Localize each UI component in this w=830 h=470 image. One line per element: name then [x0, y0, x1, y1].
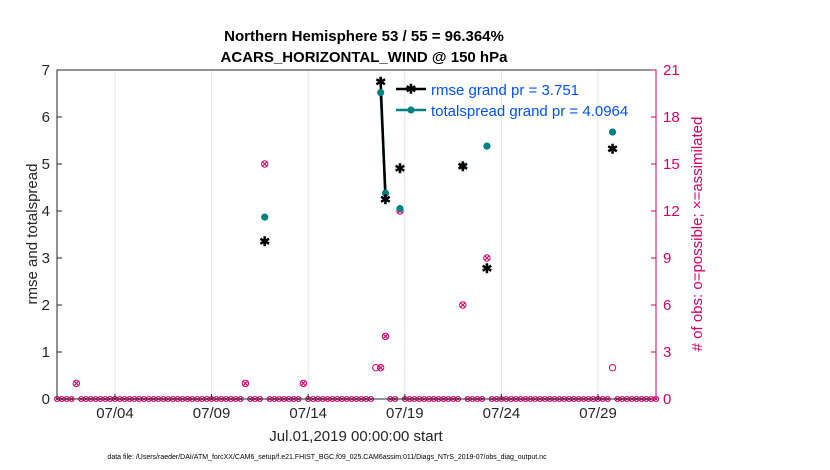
y-right-tick-label: 6	[663, 297, 671, 314]
grid	[114, 70, 599, 399]
rmse-point: ✱	[457, 159, 468, 174]
x-ticks: 07/04 07/09 07/14 07/19 07/24 07/29	[96, 394, 617, 422]
y-left-tick-label: 5	[42, 156, 50, 173]
legend: ✱ rmse grand pr = 3.751 totalspread gran…	[396, 82, 628, 120]
chart-subtitle: ACARS_HORIZONTAL_WIND @ 150 hPa	[221, 49, 509, 66]
y-right-tick-label: 0	[663, 391, 671, 408]
y-left-tick-label: 2	[42, 297, 50, 314]
rmse-line	[379, 81, 387, 200]
spread-point	[608, 128, 617, 136]
rmse-point: ✱	[481, 261, 492, 276]
y-right-tick-label: 3	[663, 344, 671, 361]
legend-rmse-label: rmse grand pr = 3.751	[431, 82, 579, 99]
rmse-point: ✱	[607, 141, 618, 156]
obs-possible-marker	[372, 363, 380, 372]
spread-point	[377, 88, 385, 97]
obs-assimilated-marker	[484, 255, 490, 261]
obs-possible-marker	[72, 379, 81, 388]
x-tick-label: 07/24	[483, 405, 521, 422]
y-left-tick-label: 6	[42, 109, 50, 126]
obs-assimilated-marker	[382, 333, 389, 340]
chart-title: Northern Hemisphere 53 / 55 = 96.364%	[224, 28, 504, 45]
x-tick-label: 07/14	[289, 405, 327, 422]
obs-assimilated-marker	[261, 161, 268, 167]
y-axis-label-right: # of obs: o=possible; ×=assimilated	[689, 117, 706, 352]
obs-possible-marker	[483, 254, 491, 262]
obs-assimilated-marker	[300, 380, 307, 387]
y-left-tick-label: 3	[42, 250, 50, 267]
y-right-tick-label: 9	[663, 250, 671, 267]
y-right-tick-label: 15	[663, 156, 680, 173]
legend-spread-label: totalspread grand pr = 4.0964	[431, 103, 628, 120]
legend-rmse-marker: ✱	[406, 82, 417, 97]
rmse-point: ✱	[395, 161, 406, 176]
x-tick-label: 07/29	[579, 405, 617, 422]
obs-layer	[53, 160, 660, 403]
spread-point	[483, 142, 491, 150]
x-axis-label: Jul.01,2019 00:00:00 start	[269, 428, 443, 445]
y-left-tick-label: 1	[42, 344, 50, 361]
x-tick-label: 07/19	[386, 405, 424, 422]
y-axis-label-left: rmse and totalspread	[24, 164, 41, 305]
obs-possible-marker	[376, 363, 385, 372]
rmse-point: ✱	[380, 192, 391, 207]
y-left-tick-label: 4	[42, 203, 50, 220]
obs-possible-marker	[299, 379, 308, 388]
rmse-point: ✱	[375, 74, 386, 89]
y-right-tick-label: 12	[663, 203, 680, 220]
y-right-tick-label: 18	[663, 109, 680, 126]
footer-file-path: data file: /Users/raeder/DAI/ATM_forcXX/…	[107, 454, 547, 461]
spread-point	[396, 205, 404, 213]
spread-point	[459, 162, 467, 170]
obs-possible-marker	[241, 379, 250, 388]
obs-assimilated-marker	[459, 302, 466, 308]
obs-assimilated-marker	[73, 380, 80, 387]
rmse-point: ✱	[259, 234, 270, 249]
obs-assimilated-marker	[242, 380, 249, 387]
x-tick-label: 07/04	[96, 405, 134, 422]
x-tick-label: 07/09	[193, 405, 231, 422]
legend-spread-marker	[407, 106, 415, 114]
spread-point	[261, 213, 269, 221]
y-ticks-left: 0 1 2 3 4 5 6 7	[42, 62, 62, 408]
obs-possible-marker	[261, 160, 269, 168]
obs-assimilated-marker	[377, 364, 384, 371]
series-layer: ✱ ✱ ✱ ✱ ✱ ✱ ✱	[259, 74, 618, 276]
spread-point	[381, 189, 390, 197]
obs-possible-marker	[381, 332, 390, 341]
y-ticks-right: 0 3 6 9 12 15 18 21	[651, 62, 680, 408]
obs-possible-marker	[459, 301, 467, 309]
y-left-tick-label: 0	[42, 391, 50, 408]
y-right-tick-label: 21	[663, 62, 680, 79]
obs-possible-marker	[608, 363, 617, 372]
y-left-tick-label: 7	[42, 62, 50, 79]
